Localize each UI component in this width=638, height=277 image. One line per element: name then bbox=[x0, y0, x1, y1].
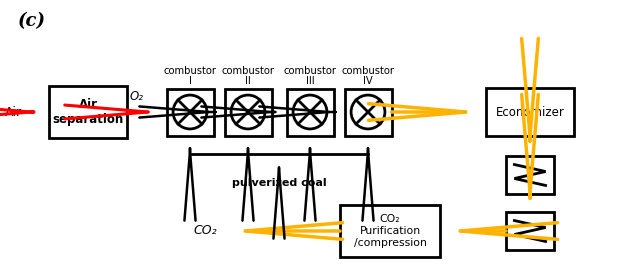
Bar bbox=[506, 156, 554, 194]
Bar bbox=[286, 88, 334, 135]
Bar bbox=[345, 88, 392, 135]
Bar bbox=[340, 205, 440, 257]
Text: combustor
IV: combustor IV bbox=[341, 66, 394, 86]
Bar bbox=[486, 88, 574, 136]
Text: CO₂
Purification
/compression: CO₂ Purification /compression bbox=[353, 214, 426, 248]
Text: pulverized coal: pulverized coal bbox=[232, 178, 326, 188]
Text: combustor
II: combustor II bbox=[221, 66, 274, 86]
Bar bbox=[167, 88, 214, 135]
Bar bbox=[506, 212, 554, 250]
Text: CO₂: CO₂ bbox=[193, 224, 217, 237]
Text: combustor
III: combustor III bbox=[283, 66, 336, 86]
Text: Economizer: Economizer bbox=[496, 106, 565, 119]
Bar bbox=[225, 88, 272, 135]
Text: Air
separation: Air separation bbox=[52, 98, 124, 127]
Text: (c): (c) bbox=[18, 12, 46, 30]
Text: O₂: O₂ bbox=[130, 90, 144, 103]
Text: Air: Air bbox=[5, 106, 22, 119]
Text: combustor
I: combustor I bbox=[163, 66, 216, 86]
Bar bbox=[49, 86, 127, 138]
